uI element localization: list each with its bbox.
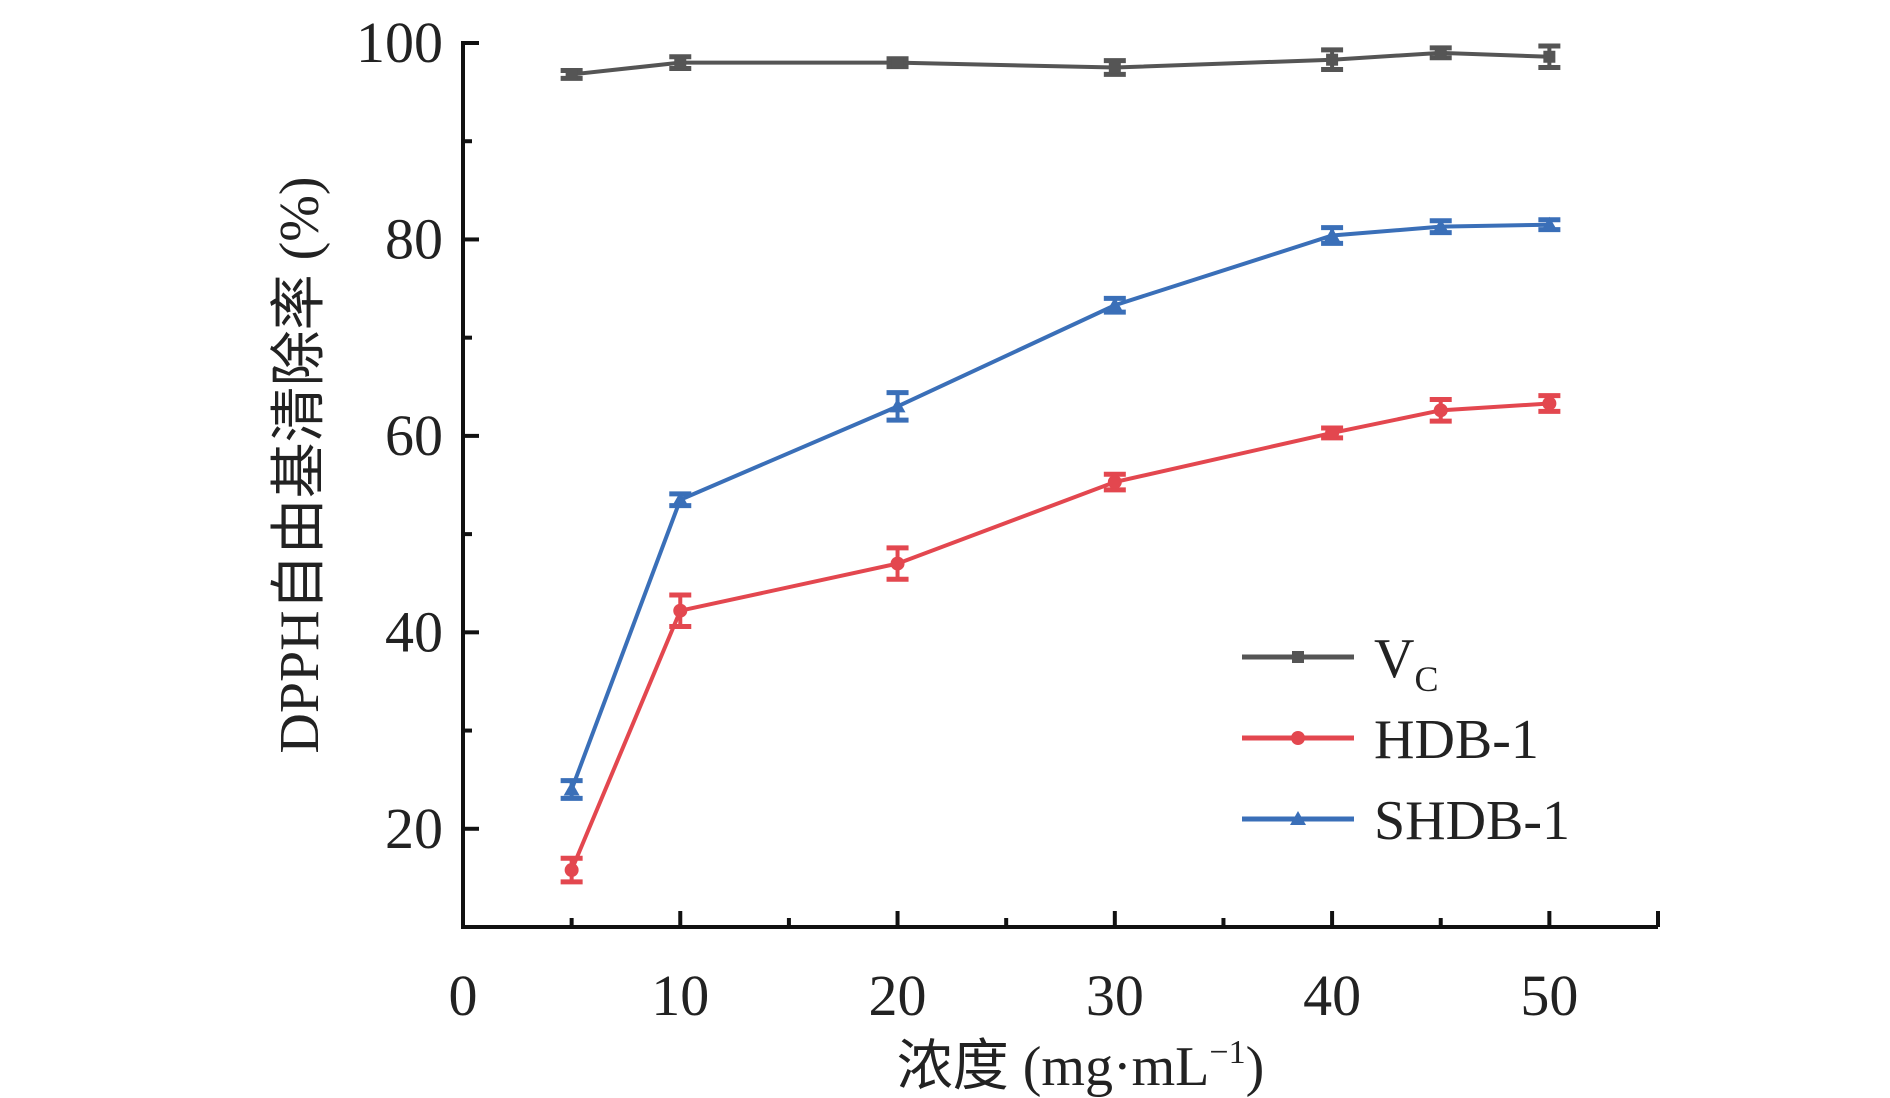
x-tick-label: 40 xyxy=(1303,963,1361,1028)
axes xyxy=(461,41,1658,929)
data-point xyxy=(672,491,689,506)
series-shdb-1 xyxy=(560,216,1561,801)
data-point xyxy=(1324,227,1341,242)
legend-marker xyxy=(1291,731,1305,745)
series-vc xyxy=(560,43,1561,81)
series-line xyxy=(571,50,1550,77)
x-tick-label: 30 xyxy=(1086,963,1144,1028)
legend-item-vc: VC xyxy=(1242,628,1438,699)
legend-label-main: V xyxy=(1374,628,1414,690)
x-ticks: 0 10 20 30 40 50 xyxy=(449,911,1660,1028)
data-point xyxy=(1106,297,1123,312)
series-hdb-1 xyxy=(560,393,1561,885)
data-point xyxy=(1108,61,1121,74)
y-axis-title: DPPH自由基清除率 (%) xyxy=(269,176,331,753)
data-point xyxy=(564,863,579,878)
y-tick-label: 100 xyxy=(356,10,443,75)
data-point xyxy=(889,398,906,413)
legend-label-subscript: C xyxy=(1414,659,1438,699)
data-point xyxy=(673,603,688,618)
y-tick-label: 80 xyxy=(385,206,443,271)
legend-label: HDB-1 xyxy=(1374,709,1539,771)
legend-label-main: HDB-1 xyxy=(1374,709,1539,771)
data-point xyxy=(565,68,578,81)
data-point xyxy=(563,781,580,796)
legend-label-main: SHDB-1 xyxy=(1374,790,1570,852)
y-ticks: 20 40 60 80 100 xyxy=(356,10,479,861)
data-point xyxy=(1107,475,1122,490)
x-tick-label: 0 xyxy=(449,963,478,1028)
legend-marker xyxy=(1290,811,1306,825)
x-axis-title-close: ) xyxy=(1246,1036,1265,1098)
data-point xyxy=(1326,53,1339,66)
data-point xyxy=(1543,50,1556,63)
legend-label: VC xyxy=(1374,628,1438,699)
data-point xyxy=(1432,218,1449,233)
legend-label: SHDB-1 xyxy=(1374,790,1570,852)
legend-item-shdb-1: SHDB-1 xyxy=(1242,790,1570,852)
data-point xyxy=(1434,46,1447,59)
data-point xyxy=(890,556,905,571)
legend-item-hdb-1: HDB-1 xyxy=(1242,709,1539,771)
y-tick-label: 20 xyxy=(385,796,443,861)
data-point xyxy=(1542,396,1557,411)
data-point xyxy=(1433,403,1448,418)
x-tick-label: 20 xyxy=(869,963,927,1028)
series-layer xyxy=(560,43,1561,885)
y-tick-label: 60 xyxy=(385,403,443,468)
data-point xyxy=(1325,425,1340,440)
legend-marker xyxy=(1292,651,1304,663)
x-axis-title-main: 浓度 (mg·mL xyxy=(897,1036,1210,1098)
series-line xyxy=(569,222,1550,791)
data-point xyxy=(674,56,687,69)
legend: VC HDB-1 SHDB-1 xyxy=(1242,628,1570,852)
x-axis-title: 浓度 (mg·mL−1) xyxy=(897,1034,1264,1098)
x-tick-label: 10 xyxy=(651,963,709,1028)
x-tick-label: 50 xyxy=(1520,963,1578,1028)
x-axis-title-superscript: −1 xyxy=(1209,1034,1245,1071)
data-point xyxy=(891,56,904,69)
y-tick-label: 40 xyxy=(385,599,443,664)
data-point xyxy=(1541,216,1558,231)
